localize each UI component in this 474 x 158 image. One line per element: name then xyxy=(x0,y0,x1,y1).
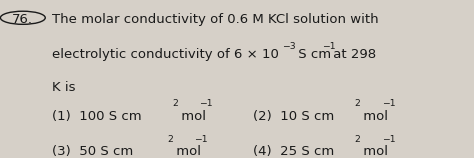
Text: mol: mol xyxy=(177,110,206,123)
Text: K is: K is xyxy=(52,81,75,94)
Text: electrolytic conductivity of 6 × 10: electrolytic conductivity of 6 × 10 xyxy=(52,48,279,61)
Text: −1: −1 xyxy=(382,99,395,108)
Text: mol: mol xyxy=(173,145,201,158)
Text: S cm: S cm xyxy=(293,48,331,61)
Text: (4)  25 S cm: (4) 25 S cm xyxy=(253,145,334,158)
Text: (3)  50 S cm: (3) 50 S cm xyxy=(52,145,133,158)
Text: The molar conductivity of 0.6 M KCl solution with: The molar conductivity of 0.6 M KCl solu… xyxy=(52,13,378,26)
Text: 2: 2 xyxy=(355,99,361,108)
Text: mol: mol xyxy=(359,145,389,158)
Text: 76.: 76. xyxy=(12,13,33,26)
Text: 2: 2 xyxy=(355,135,361,144)
Text: at 298: at 298 xyxy=(329,48,376,61)
Text: −1: −1 xyxy=(194,135,208,144)
Text: −1: −1 xyxy=(199,99,213,108)
Text: −3: −3 xyxy=(283,42,296,51)
Text: (2)  10 S cm: (2) 10 S cm xyxy=(253,110,334,123)
Text: −1: −1 xyxy=(321,42,335,51)
Text: 2: 2 xyxy=(173,99,178,108)
Text: (1)  100 S cm: (1) 100 S cm xyxy=(52,110,141,123)
Text: −1: −1 xyxy=(382,135,395,144)
Text: mol: mol xyxy=(359,110,389,123)
Text: 2: 2 xyxy=(168,135,173,144)
